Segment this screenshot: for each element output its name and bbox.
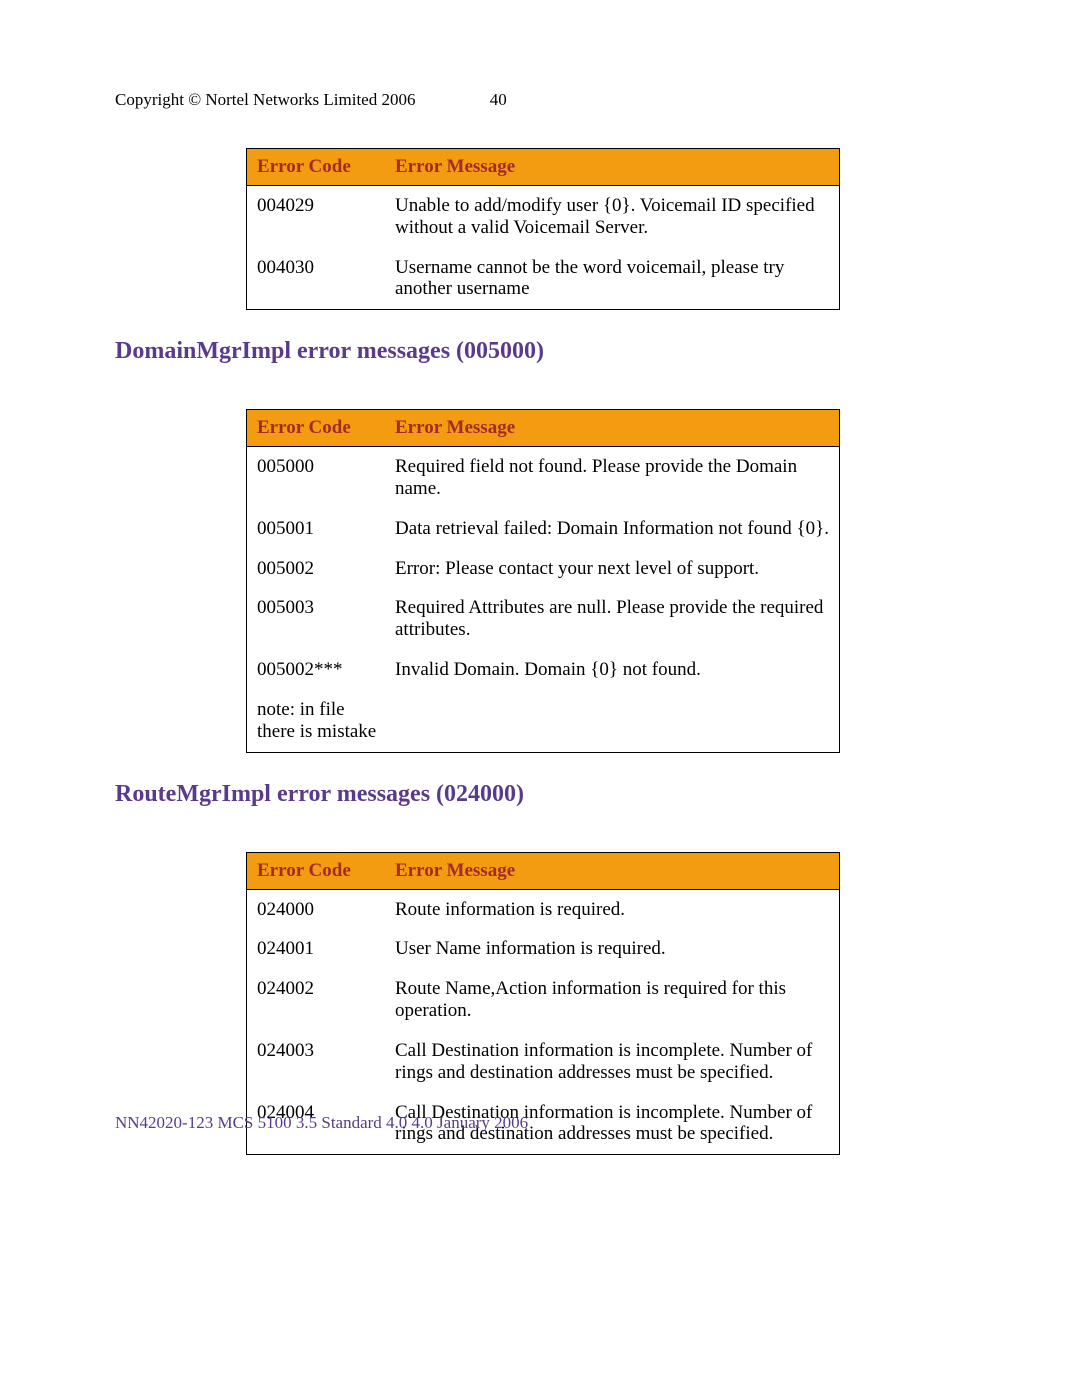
table-row: 004030 Username cannot be the word voice… <box>247 248 840 310</box>
error-msg: Route Name,Action information is require… <box>385 969 840 1031</box>
error-msg: Call Destination information is incomple… <box>385 1031 840 1093</box>
page-footer: NN42020-123 MCS 5100 3.5 Standard 4.0 4.… <box>115 1113 528 1133</box>
col-header-code: Error Code <box>247 149 386 186</box>
error-msg: Error: Please contact your next level of… <box>385 549 840 589</box>
section-heading-route: RouteMgrImpl error messages (024000) <box>115 781 965 808</box>
error-code: 024000 <box>247 889 386 929</box>
error-msg: Required Attributes are null. Please pro… <box>385 588 840 650</box>
error-msg: User Name information is required. <box>385 929 840 969</box>
table-row: 005001 Data retrieval failed: Domain Inf… <box>247 509 840 549</box>
table-row: 024001 User Name information is required… <box>247 929 840 969</box>
error-code: 005003 <box>247 588 386 650</box>
error-msg: Data retrieval failed: Domain Informatio… <box>385 509 840 549</box>
page-number: 40 <box>490 90 507 110</box>
page-header: Copyright © Nortel Networks Limited 2006… <box>115 90 965 110</box>
col-header-msg: Error Message <box>385 410 840 447</box>
table-row: 005003 Required Attributes are null. Ple… <box>247 588 840 650</box>
error-msg: Route information is required. <box>385 889 840 929</box>
error-code: 005002*** <box>247 650 386 690</box>
document-page: Copyright © Nortel Networks Limited 2006… <box>0 0 1080 1397</box>
table-row: 024003 Call Destination information is i… <box>247 1031 840 1093</box>
copyright-text: Copyright © Nortel Networks Limited 2006 <box>115 90 415 110</box>
table-row: 005000 Required field not found. Please … <box>247 447 840 509</box>
table-row: 005002 Error: Please contact your next l… <box>247 549 840 589</box>
error-code: 024003 <box>247 1031 386 1093</box>
error-msg <box>385 690 840 752</box>
error-table-3: Error Code Error Message 024000 Route in… <box>246 852 840 1156</box>
error-code: 005002 <box>247 549 386 589</box>
error-msg: Unable to add/modify user {0}. Voicemail… <box>385 185 840 247</box>
table-row: 024002 Route Name,Action information is … <box>247 969 840 1031</box>
error-code: 005001 <box>247 509 386 549</box>
col-header-msg: Error Message <box>385 852 840 889</box>
error-msg: Required field not found. Please provide… <box>385 447 840 509</box>
error-code: 024002 <box>247 969 386 1031</box>
error-code: 024001 <box>247 929 386 969</box>
col-header-code: Error Code <box>247 852 386 889</box>
section-heading-domain: DomainMgrImpl error messages (005000) <box>115 338 965 365</box>
table-row: 005002*** Invalid Domain. Domain {0} not… <box>247 650 840 690</box>
error-code: 005000 <box>247 447 386 509</box>
col-header-code: Error Code <box>247 410 386 447</box>
col-header-msg: Error Message <box>385 149 840 186</box>
table-row: 004029 Unable to add/modify user {0}. Vo… <box>247 185 840 247</box>
error-msg: Username cannot be the word voicemail, p… <box>385 248 840 310</box>
table-row: note: in file there is mistake <box>247 690 840 752</box>
error-table-2: Error Code Error Message 005000 Required… <box>246 409 840 752</box>
error-msg: Invalid Domain. Domain {0} not found. <box>385 650 840 690</box>
error-code: 004029 <box>247 185 386 247</box>
error-code: note: in file there is mistake <box>247 690 386 752</box>
error-code: 004030 <box>247 248 386 310</box>
error-table-1: Error Code Error Message 004029 Unable t… <box>246 148 840 310</box>
table-row: 024000 Route information is required. <box>247 889 840 929</box>
